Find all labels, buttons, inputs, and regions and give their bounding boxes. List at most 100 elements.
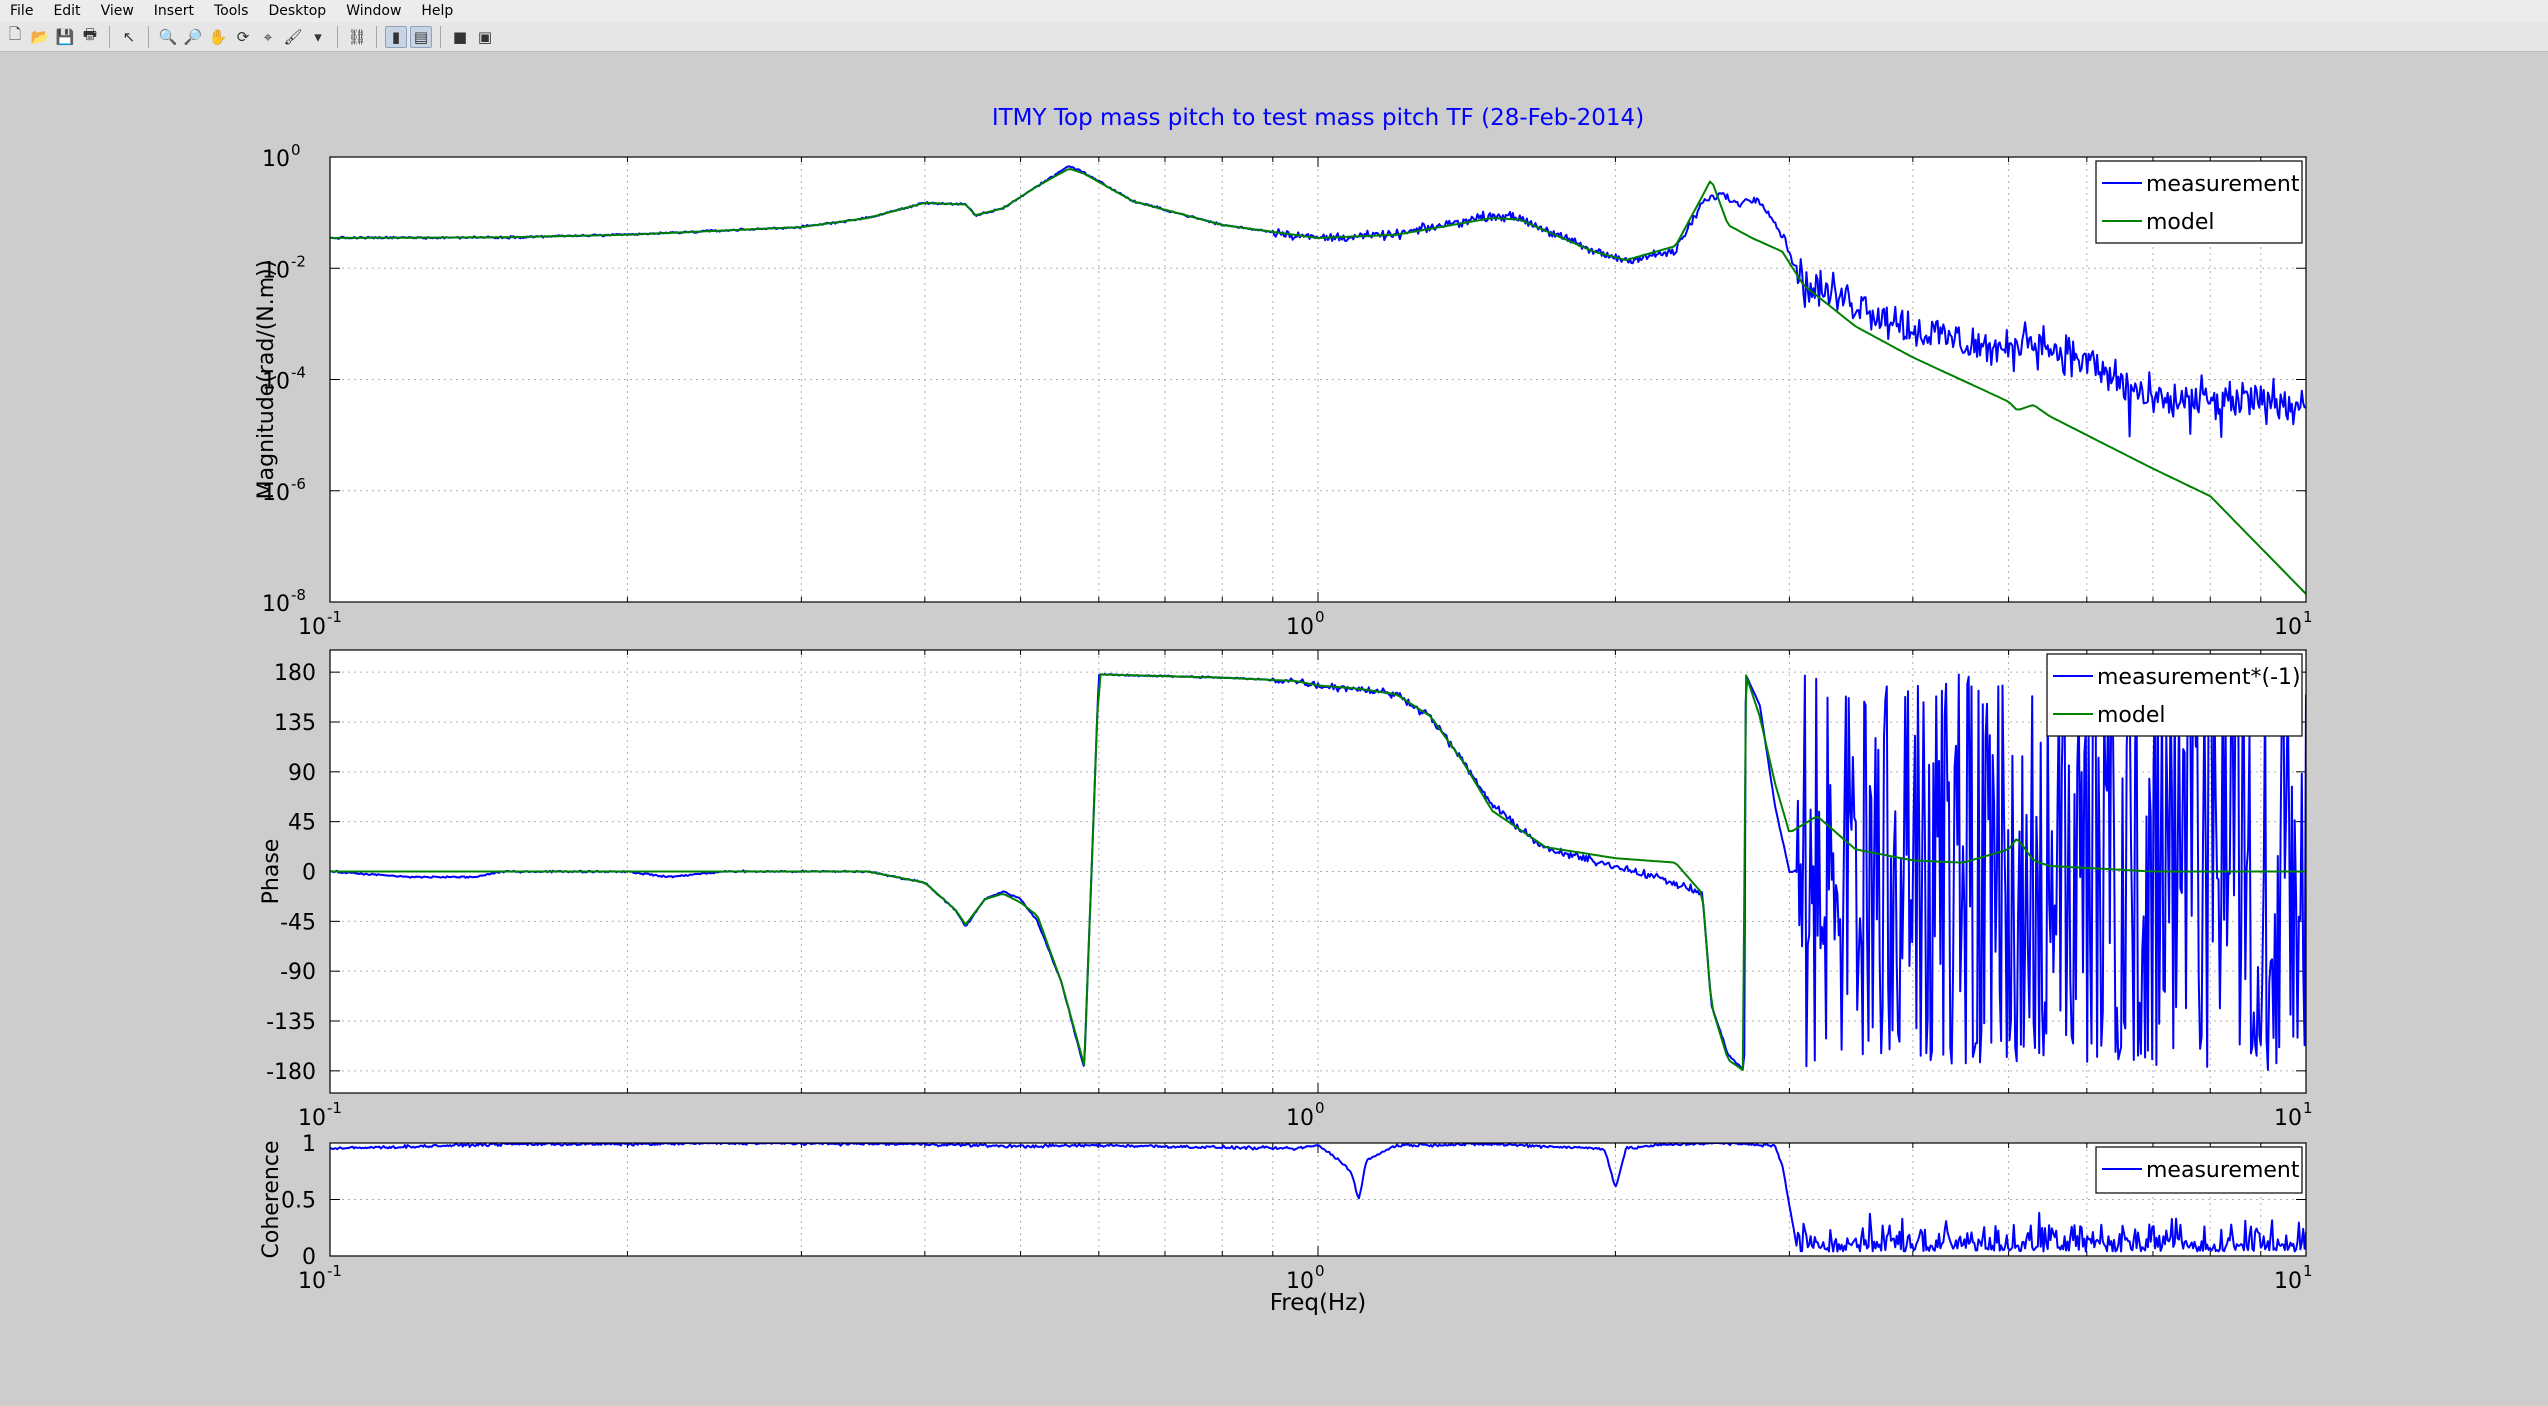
toolbar-separator (148, 25, 149, 48)
y-tick-label: 0 (302, 861, 316, 886)
x-tick-exponent: 1 (2303, 1262, 2313, 1280)
x-tick-exponent: -1 (327, 1099, 342, 1117)
brush-icon[interactable]: 🖌 (283, 27, 303, 46)
y-tick-label: -45 (280, 910, 316, 935)
edit-plot-pointer-icon[interactable]: ↖ (122, 27, 136, 46)
y-tick-exponent: -2 (291, 252, 306, 270)
menu-bar: File Edit View Insert Tools Desktop Window Help (0, 0, 2548, 22)
x-tick-exponent: -1 (327, 1262, 342, 1280)
y-tick-label: 135 (274, 711, 316, 736)
legend: measurement model (2095, 160, 2303, 244)
toolbar-separator (109, 25, 110, 48)
y-tick-base: 10 (262, 370, 290, 395)
x-tick-base: 10 (1286, 615, 1314, 640)
colorbar-icon[interactable]: ▮ (385, 25, 407, 48)
menu-edit[interactable]: Edit (53, 3, 81, 19)
axes-1: 10 010 -210 -410 -610 -810 -1 10 0 10 1Magnitude(r… (254, 141, 2313, 640)
print-icon[interactable]: 🖶 (82, 25, 98, 43)
legend-box (2046, 653, 2303, 737)
legend-icon[interactable]: ▤ (410, 25, 432, 48)
y-tick-label: 180 (274, 661, 316, 686)
x-tick-exponent: 1 (2303, 608, 2313, 626)
y-tick-base: 10 (262, 592, 290, 617)
hide-plot-tools-icon[interactable]: ■ (452, 27, 468, 46)
y-axis-label: Coherence (259, 1141, 284, 1259)
x-tick-base: 10 (1286, 1269, 1314, 1294)
x-tick-base: 10 (2274, 1106, 2302, 1131)
y-tick-exponent: 0 (291, 141, 301, 159)
link-plot-icon[interactable]: ⛓ (347, 27, 367, 46)
plot-area (330, 672, 2306, 1071)
x-tick-exponent: 0 (1315, 1099, 1325, 1117)
y-tick-label: -180 (266, 1060, 316, 1085)
y-tick-label: 10 (262, 147, 290, 172)
legend-label: measurement*(-1) (2097, 665, 2301, 690)
y-tick-exponent: -8 (291, 586, 306, 604)
y-axis-label: Magnitude(rad/(N.m)) (254, 260, 279, 500)
legend-label: model (2097, 703, 2166, 728)
menu-file[interactable]: File (10, 3, 34, 19)
legend-label: model (2146, 210, 2215, 235)
series-line-model (330, 673, 2306, 1071)
toolbar-separator (376, 25, 377, 48)
series-line-measurement-1- (330, 672, 2306, 1071)
figure-toolbar: 🗋 📂 💾 🖶 ↖ 🔍 🔎 ✋ ⟳ ⌖ 🖌 ▾ ⛓ ▮ ▤ ■ ▣ (0, 22, 2548, 52)
y-axis-label: Phase (259, 839, 284, 905)
y-tick-label: 10 (262, 258, 290, 283)
y-tick-label: 10 (262, 481, 290, 506)
x-tick-exponent: -1 (327, 608, 342, 626)
legend: measurement (2095, 1146, 2303, 1194)
open-file-icon[interactable]: 📂 (30, 27, 50, 46)
y-tick-label: 0.5 (281, 1189, 316, 1214)
save-icon[interactable]: 💾 (55, 27, 75, 46)
x-tick-exponent: 0 (1315, 1262, 1325, 1280)
figure-canvas: ITMY Top mass pitch to test mass pitch T… (254, 105, 2313, 1316)
axes-frame (329, 649, 2307, 1094)
legend-label: measurement (2146, 172, 2300, 197)
y-tick-base: 10 (262, 481, 290, 506)
axes-frame (329, 156, 2307, 603)
legend-box (2095, 160, 2303, 244)
menu-window[interactable]: Window (346, 3, 402, 19)
y-tick-exponent: -4 (291, 364, 306, 382)
y-tick-label: 1 (302, 1132, 316, 1157)
y-tick-label: 10 (262, 592, 290, 617)
figure-title: ITMY Top mass pitch to test mass pitch T… (992, 105, 1644, 131)
x-axis-label: Freq(Hz) (1270, 1290, 1367, 1316)
toolbar-separator (337, 25, 338, 48)
menu-help[interactable]: Help (421, 3, 454, 19)
plot-area (330, 165, 2306, 595)
x-tick-base: 10 (298, 615, 326, 640)
y-tick-base: 10 (262, 258, 290, 283)
menu-desktop[interactable]: Desktop (268, 3, 327, 19)
y-tick-label: -90 (280, 960, 316, 985)
menu-view[interactable]: View (100, 3, 134, 19)
new-figure-icon[interactable]: 🗋 (8, 25, 22, 43)
y-tick-label: -135 (266, 1010, 316, 1035)
y-tick-label: 10 (262, 370, 290, 395)
x-tick-exponent: 0 (1315, 608, 1325, 626)
y-tick-label: 90 (288, 761, 316, 786)
zoom-out-icon[interactable]: 🔎 (183, 27, 203, 46)
y-tick-exponent: -6 (291, 475, 306, 493)
legend-label: measurement (2146, 1158, 2300, 1183)
x-tick-base: 10 (298, 1269, 326, 1294)
brush-dropdown-icon[interactable]: ▾ (314, 27, 322, 46)
pan-hand-icon[interactable]: ✋ (208, 27, 228, 46)
y-tick-label: 0 (302, 1245, 316, 1270)
menu-tools[interactable]: Tools (213, 3, 249, 19)
x-tick-exponent: 1 (2303, 1099, 2313, 1117)
y-tick-label: 45 (288, 811, 316, 836)
show-plot-tools-icon[interactable]: ▣ (477, 27, 493, 46)
legend: measurement*(-1) model (2046, 653, 2303, 737)
menu-insert[interactable]: Insert (153, 3, 194, 19)
axes-frame (329, 1142, 2307, 1257)
rotate-3d-icon[interactable]: ⟳ (236, 27, 250, 46)
zoom-in-icon[interactable]: 🔍 (158, 27, 178, 46)
series-line-model (330, 168, 2306, 595)
data-cursor-icon[interactable]: ⌖ (263, 27, 273, 46)
toolbar-separator (440, 25, 441, 48)
x-tick-base: 10 (2274, 615, 2302, 640)
